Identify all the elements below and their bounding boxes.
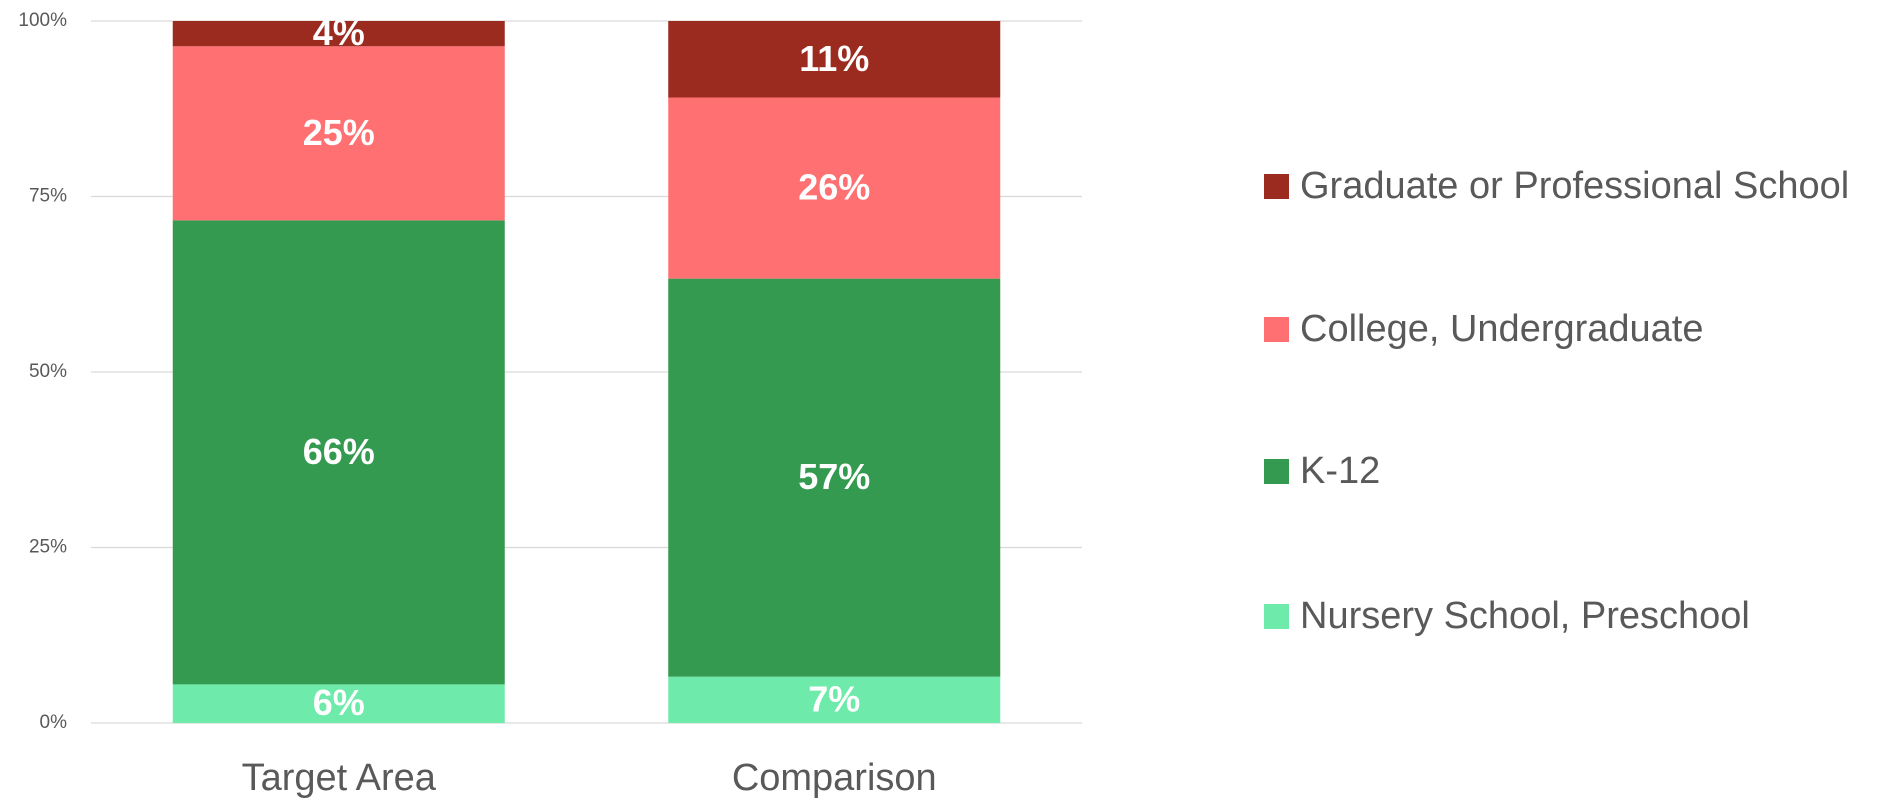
bar-segment	[668, 97, 1001, 279]
data-label: 11%	[799, 38, 869, 79]
y-tick-label: 50%	[29, 361, 67, 382]
bar-segment	[668, 676, 1001, 723]
data-label: 25%	[303, 112, 375, 153]
x-tick-label: Target Area	[242, 757, 437, 799]
data-label: 57%	[798, 456, 870, 497]
data-label: 66%	[303, 431, 375, 472]
y-tick-label: 0%	[40, 712, 68, 733]
y-tick-label: 75%	[29, 186, 67, 207]
x-tick-label: Comparison	[732, 757, 937, 799]
legend-swatch	[1264, 459, 1289, 484]
legend-swatch	[1264, 604, 1289, 629]
bar-segment	[668, 21, 1001, 98]
legend-label: Graduate or Professional School	[1300, 165, 1849, 207]
legend-swatch	[1264, 317, 1289, 342]
bar-segment	[668, 278, 1001, 677]
data-label: 7%	[808, 678, 860, 719]
bar-segment	[172, 684, 505, 723]
bar-segment	[172, 220, 505, 685]
data-label: 26%	[798, 167, 870, 208]
data-label: 6%	[313, 682, 365, 723]
bar-segment	[172, 21, 505, 47]
legend-label: Nursery School, Preschool	[1300, 595, 1750, 637]
legend-label: College, Undergraduate	[1300, 308, 1704, 350]
bar-segment	[172, 46, 505, 221]
legend-swatch	[1264, 174, 1289, 199]
data-label: 4%	[313, 12, 365, 53]
legend-label: K-12	[1300, 450, 1380, 492]
y-tick-label: 100%	[18, 10, 67, 31]
y-tick-label: 25%	[29, 537, 67, 558]
